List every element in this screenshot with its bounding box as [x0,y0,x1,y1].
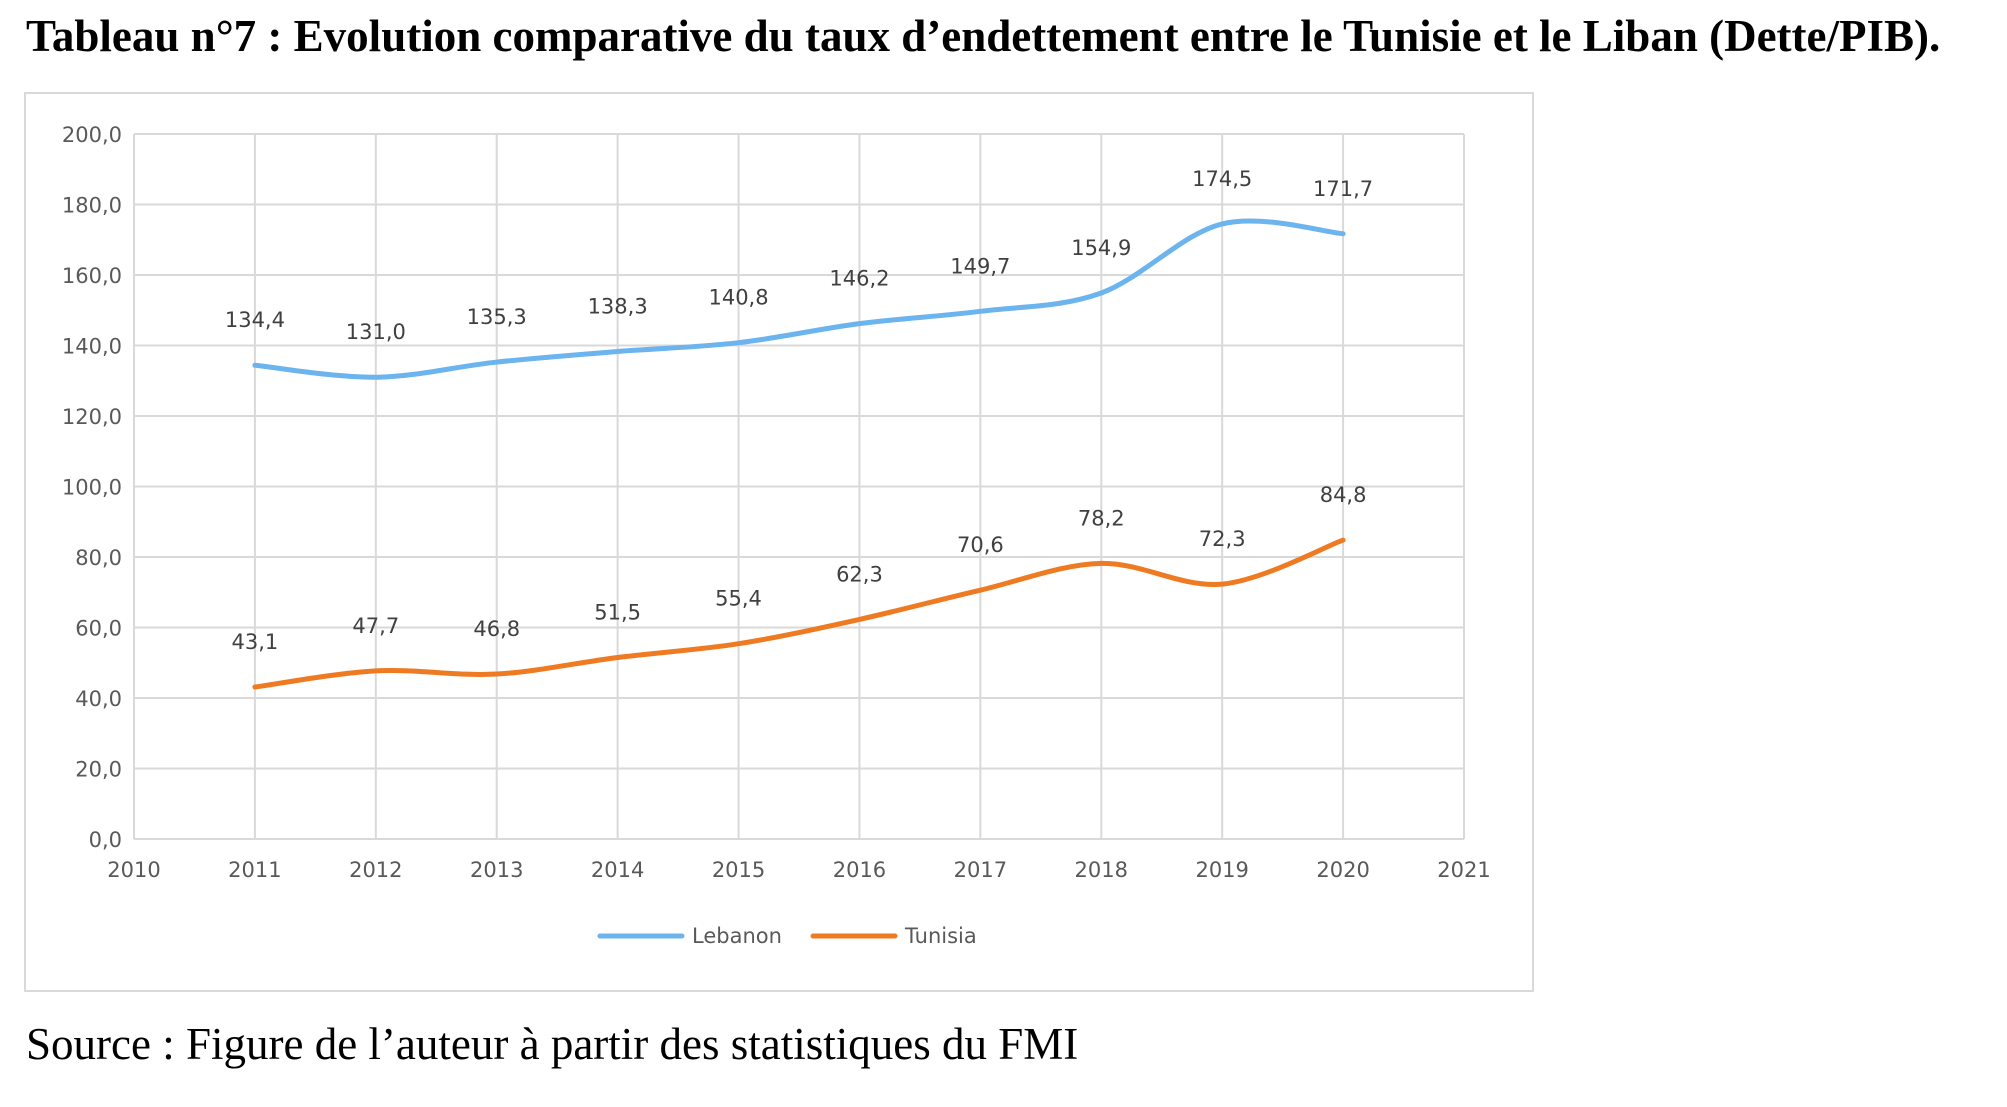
data-label-tunisia: 43,1 [232,630,279,654]
y-tick-label: 100,0 [62,476,122,500]
x-tick-label: 2015 [712,858,765,882]
data-label-lebanon: 131,0 [346,320,406,344]
data-label-lebanon: 135,3 [467,305,527,329]
data-label-lebanon: 134,4 [225,308,285,332]
page-title: Tableau n°7 : Evolution comparative du t… [26,11,1941,61]
y-tick-label: 60,0 [75,617,122,641]
data-label-lebanon: 138,3 [588,294,648,318]
data-label-tunisia: 47,7 [352,614,399,638]
data-label-tunisia: 62,3 [836,562,883,586]
data-label-lebanon: 149,7 [950,254,1010,278]
x-tick-label: 2017 [954,858,1007,882]
y-tick-label: 200,0 [62,123,122,147]
data-label-tunisia: 78,2 [1078,506,1125,530]
y-tick-label: 20,0 [75,758,122,782]
data-label-tunisia: 72,3 [1199,527,1246,551]
x-tick-label: 2020 [1316,858,1369,882]
y-tick-label: 0,0 [89,828,122,852]
y-tick-label: 140,0 [62,335,122,359]
x-tick-label: 2011 [228,858,281,882]
series-line-tunisia [252,537,1346,690]
legend: Lebanon Tunisia [597,924,977,948]
data-label-tunisia: 46,8 [473,617,520,641]
x-tick-label: 2018 [1075,858,1128,882]
legend-label-lebanon: Lebanon [692,924,782,948]
x-tick-label: 2013 [470,858,523,882]
data-label-tunisia: 70,6 [957,533,1004,557]
x-tick-label: 2012 [349,858,402,882]
x-tick-label: 2021 [1437,858,1490,882]
data-label-tunisia: 55,4 [715,587,762,611]
data-label-lebanon: 154,9 [1071,236,1131,260]
data-label-tunisia: 51,5 [594,600,641,624]
data-label-lebanon: 171,7 [1313,177,1373,201]
y-tick-label: 80,0 [75,546,122,570]
y-tick-label: 180,0 [62,194,122,218]
series-lines [252,218,1346,690]
series-line-lebanon [252,218,1346,380]
axis-labels: 0,0 20,0 40,0 60,0 80,0 100,0 120,0 140,0 160,0 1… [62,123,1491,882]
x-tick-label: 2014 [591,858,644,882]
data-labels: 134,4 131,0 135,3 138,3 140,8 146,2 149,7 154,9… [225,167,1373,654]
source-note: Source : Figure de l’auteur à partir des… [26,1019,1079,1069]
y-tick-label: 40,0 [75,687,122,711]
y-tick-label: 160,0 [62,264,122,288]
data-label-lebanon: 146,2 [829,267,889,291]
data-label-tunisia: 84,8 [1320,483,1367,507]
y-tick-label: 120,0 [62,405,122,429]
data-label-lebanon: 140,8 [708,286,768,310]
x-tick-label: 2016 [833,858,886,882]
grid-lines [133,133,1465,840]
line-chart: 0,0 20,0 40,0 60,0 80,0 100,0 120,0 140,0 160,0 1… [62,123,1491,948]
x-tick-label: 2010 [107,858,160,882]
data-label-lebanon: 174,5 [1192,167,1252,191]
x-tick-label: 2019 [1195,858,1248,882]
legend-label-tunisia: Tunisia [904,924,977,948]
chart-frame: 0,0 20,0 40,0 60,0 80,0 100,0 120,0 140,0 160,0 1… [24,92,1534,992]
